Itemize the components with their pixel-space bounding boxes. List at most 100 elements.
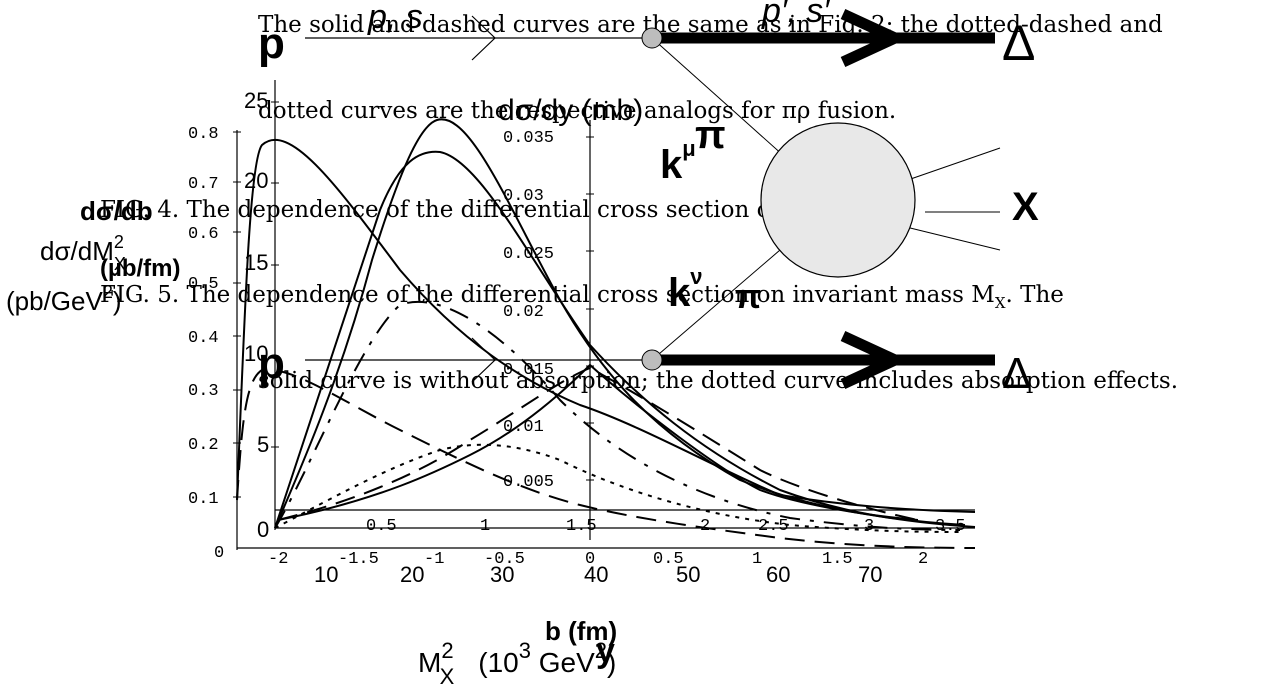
impact-ytick-label: 0.7	[188, 175, 219, 194]
mass-ytick-label: 0	[257, 517, 269, 542]
body-text: The solid and dashed curves are the same…	[100, 12, 1178, 394]
rapidity-xtick-label: 0.5	[653, 550, 684, 569]
mass-ytick-label: 10	[244, 341, 268, 366]
impact-ytick-label: 0.6	[188, 225, 219, 244]
mass-xtick-label: 20	[400, 562, 424, 587]
mass-curve-solid-upper	[274, 150, 976, 529]
impact-ytick-label: 0.8	[188, 125, 219, 144]
mass-ytick-label: 20	[244, 168, 268, 193]
mass-y-unit-main: (pb/GeV	[6, 286, 103, 316]
rapidity-xtick-label: 1.5	[822, 550, 853, 569]
impact-y-label: dσ/db	[80, 196, 153, 226]
pion-line-bottom	[651, 237, 795, 361]
mass-y-unit-end: )	[113, 286, 122, 316]
rapidity-ytick-label: 0.025	[503, 245, 554, 264]
mass-x-label-sub: X	[440, 664, 455, 687]
mass-x-label-sup: 2	[441, 638, 453, 663]
impact-y-ticks: 0 0.1 0.2 0.3 0.4 0.5 0.6 0.7 0.8	[188, 125, 241, 563]
feynman-diagram: p p, s p′, s′ Δ π kμ X kν π p Δ	[258, 0, 1039, 398]
label-delta-bottom: Δ	[1002, 349, 1031, 398]
mass-x-unit-sup2: 2	[595, 638, 607, 663]
rapidity-curve-solid	[277, 363, 919, 521]
mass-x-unit-open: (10	[478, 647, 518, 678]
label-p-s-out: p′, s′	[761, 0, 831, 30]
mass-xtick-label: 30	[490, 562, 514, 587]
impact-ytick-label: 0	[214, 544, 224, 563]
text-line-5: solid curve is without absorption; the d…	[258, 368, 1178, 394]
mx-tail: . The	[1006, 282, 1064, 308]
mass-x-ticks: 10 20 30 40 50 60 70	[314, 562, 882, 587]
impact-ytick-label: 0.5	[188, 275, 219, 294]
impact-xtick-label: 2	[700, 517, 710, 536]
label-p-bottom: p	[258, 339, 285, 388]
rapidity-ytick-label: 0.03	[503, 187, 544, 206]
impact-xtick-label: 1	[480, 517, 490, 536]
mass-y-ticks: 0 5 10 15 20 25	[244, 88, 279, 542]
k-mu-letter: k	[660, 143, 683, 187]
mass-x-unit-sup: 3	[519, 638, 531, 663]
impact-ytick-label: 0.3	[188, 382, 219, 401]
text-line-4-main: FIG. 5. The dependence of the differenti…	[100, 282, 995, 308]
label-p-s-in: p, s	[367, 0, 423, 36]
k-nu-superscript: ν	[690, 264, 702, 289]
mass-xtick-label: 10	[314, 562, 338, 587]
text-line-2: dotted curves are the respective analogs…	[258, 98, 896, 124]
mass-y-unit: (pb/GeV2)	[6, 282, 122, 316]
impact-ytick-label: 0.4	[188, 329, 219, 348]
chart-rapidity: dσ/dy (mb) 0.005 0.01 0.015 0.02 0.025 0…	[268, 94, 975, 670]
rapidity-xtick-label: 0	[585, 550, 595, 569]
rapidity-x-ticks: -2 -1.5 -1 -0.5 0 0.5 1 1.5 2	[268, 550, 928, 569]
x-line-3	[901, 225, 1001, 251]
rapidity-y-ticks: 0.005 0.01 0.015 0.02 0.025 0.03 0.035	[503, 129, 594, 492]
impact-y-unit: (µb/fm)	[100, 255, 180, 282]
rapidity-x-label: y	[596, 632, 615, 670]
mass-xtick-label: 50	[676, 562, 700, 587]
label-k-nu: kν	[668, 264, 703, 315]
mass-y-label-sup: 2	[114, 232, 124, 252]
chart-impact: dσ/db (µb/fm) 0 0.1 0.2 0.3 0.4 0.5 0.6 …	[80, 125, 976, 646]
rapidity-xtick-label: 1	[752, 550, 762, 569]
rapidity-ytick-label: 0.035	[503, 129, 554, 148]
rapidity-ytick-label: 0.02	[503, 303, 544, 322]
vertex-top	[641, 27, 663, 49]
mass-y-label-main: dσ/dM	[40, 236, 114, 266]
mass-x-unit-gev: GeV	[531, 647, 595, 678]
rapidity-xtick-label: -1.5	[338, 550, 379, 569]
impact-xtick-label: 3	[864, 517, 874, 536]
mass-xtick-label: 60	[766, 562, 790, 587]
impact-xtick-label: 2.5	[758, 517, 789, 536]
mass-y-label: dσ/dM2 X	[40, 232, 126, 274]
rapidity-ytick-label: 0.015	[503, 361, 554, 380]
impact-x-ticks: 0.5 1 1.5 2 2.5 3 3.5	[366, 517, 966, 536]
rapidity-curve-dashed	[277, 366, 919, 521]
mass-ytick-label: 25	[244, 88, 268, 113]
label-pi-top: π	[695, 113, 726, 157]
mass-ytick-marks	[271, 101, 279, 448]
rapidity-xtick-label: -1	[424, 550, 444, 569]
label-k-mu: kμ	[660, 136, 696, 187]
impact-ytick-label: 0.1	[188, 490, 219, 509]
label-p-top: p	[258, 19, 285, 68]
outgoing-arrow-bottom	[840, 331, 909, 389]
rapidity-xtick-label: 2	[918, 550, 928, 569]
mass-curve-dotted	[274, 443, 961, 533]
rapidity-xtick-label: -2	[268, 550, 288, 569]
rapidity-ytick-label: 0.01	[503, 418, 544, 437]
impact-curve-dashed	[236, 368, 976, 549]
text-line-4: FIG. 5. The dependence of the differenti…	[100, 282, 1064, 312]
chart-mass: dσ/dM2 X (pb/GeV2) 0 5 10 15 20 25 10 20 …	[6, 80, 976, 687]
impact-x-label: b (fm)	[545, 616, 617, 646]
x-blob	[760, 122, 916, 278]
impact-curve-solid	[236, 138, 976, 513]
impact-ytick-label: 0.2	[188, 436, 219, 455]
label-x: X	[1012, 185, 1039, 229]
x-line-1	[901, 147, 1001, 183]
mass-xtick-label: 40	[584, 562, 608, 587]
k-nu-letter: k	[668, 271, 691, 315]
rapidity-xtick-label: -0.5	[484, 550, 525, 569]
mass-x-label-m: M	[418, 647, 441, 678]
outgoing-arrow-top	[840, 9, 909, 67]
mass-y-unit-sup: 2	[103, 282, 113, 302]
pion-line-top	[651, 37, 795, 166]
